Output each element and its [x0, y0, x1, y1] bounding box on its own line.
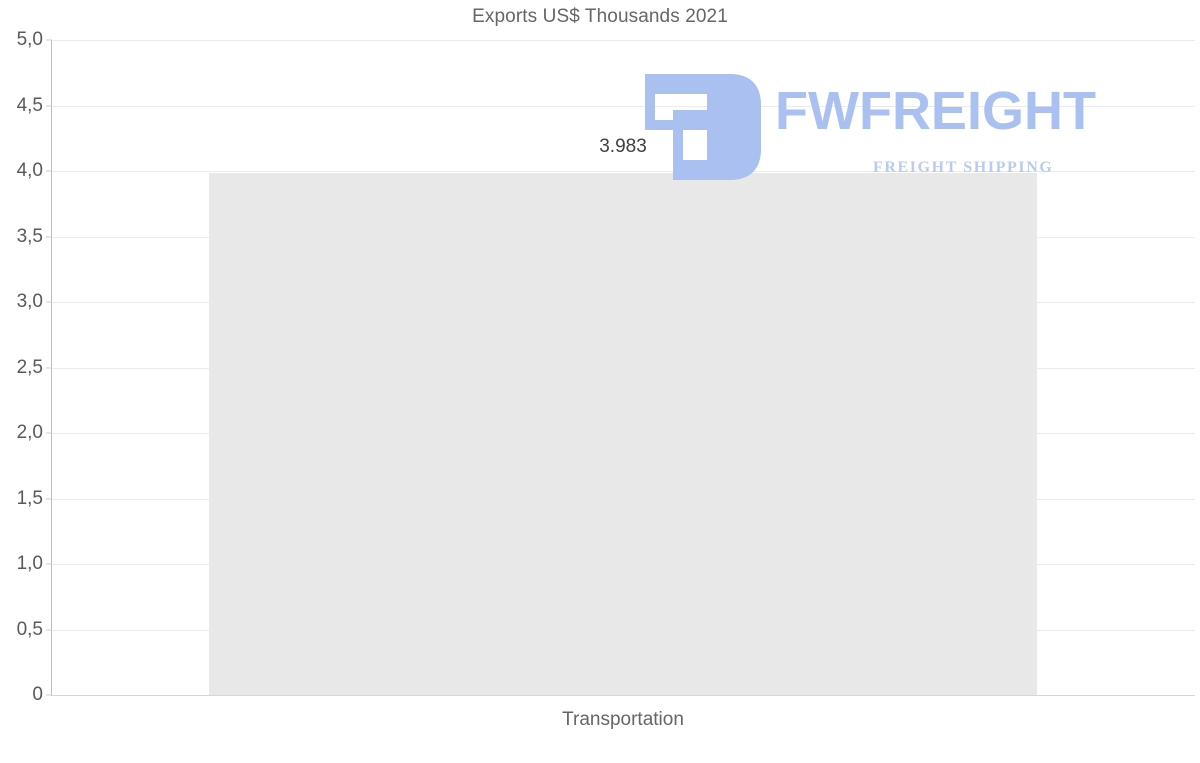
y-axis-tick-label: 0,5 [16, 618, 43, 640]
y-axis-tick-label: 5,0 [16, 29, 43, 50]
gridline [51, 106, 1195, 107]
bar-value-label: 3.983 [599, 136, 647, 158]
plot-area [51, 40, 1195, 696]
y-axis-tick-label: 3,5 [16, 225, 43, 247]
y-axis-tick-label: 2,5 [16, 356, 43, 378]
y-axis-tick-label: 4,5 [16, 94, 43, 116]
y-axis-line [51, 40, 52, 696]
y-axis-tick-label: 0 [32, 684, 43, 705]
y-axis-tick-label: 1,0 [16, 553, 43, 574]
gridline [51, 40, 1195, 41]
y-axis-tick-label: 2,0 [16, 422, 43, 443]
bar[interactable] [209, 173, 1037, 695]
gridline [51, 695, 1195, 696]
chart-title: Exports US$ Thousands 2021 [472, 6, 728, 27]
y-axis-tick-label: 1,5 [16, 487, 43, 509]
y-axis-tick-label: 4,0 [16, 160, 43, 181]
gridline [51, 171, 1195, 172]
y-axis-tick-label: 3,0 [16, 291, 43, 312]
x-axis-category-label: Transportation [562, 709, 684, 730]
